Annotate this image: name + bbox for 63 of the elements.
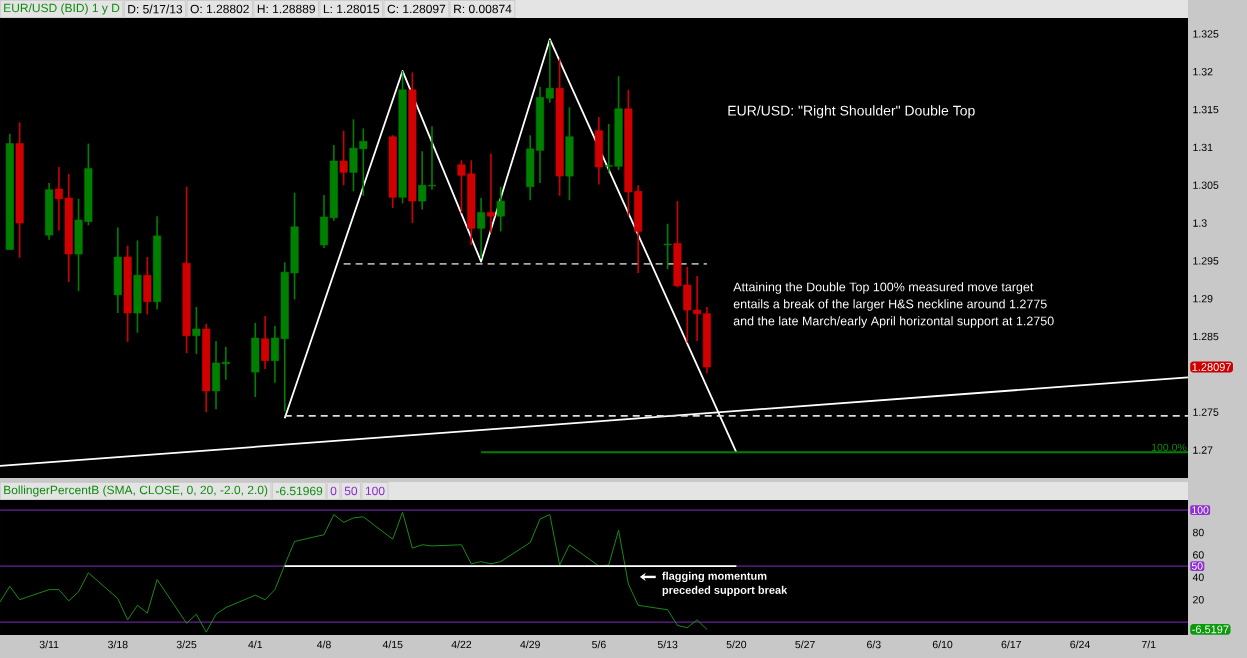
x-tick-label: 5/6 xyxy=(592,640,606,649)
x-tick-label: 4/15 xyxy=(382,640,403,649)
annotation: EUR/USD: "Right Shoulder" Double Top xyxy=(728,105,975,119)
candlestick xyxy=(261,315,270,370)
candlestick xyxy=(477,197,486,260)
y-tick-label: 1.29 xyxy=(1193,294,1213,303)
text: O: 1.28802 xyxy=(190,4,249,14)
x-tick-label: 3/18 xyxy=(108,640,128,649)
y-tick-label: 1.285 xyxy=(1193,332,1219,341)
x-tick-label: 4/29 xyxy=(520,640,540,649)
annotation: Attaining the Double Top 100% measured move target xyxy=(733,282,1034,294)
x-tick-label: 4/22 xyxy=(451,640,472,649)
y-tick-label: 1.27 xyxy=(1193,446,1213,454)
text: -6.51969 xyxy=(275,486,323,496)
annotation: 100.0% xyxy=(1151,443,1187,452)
text: 0 xyxy=(330,486,337,496)
x-tick-label: 5/13 xyxy=(657,640,678,649)
ref-line-label: 50 xyxy=(1191,562,1203,570)
text: 100 xyxy=(365,486,385,496)
x-tick-label: 6/10 xyxy=(932,640,953,649)
y-tick-label: 80 xyxy=(1192,528,1204,537)
y-tick-label: 60 xyxy=(1193,551,1204,559)
y-tick-label: 1.325 xyxy=(1193,30,1219,38)
text: -6.5197 xyxy=(1192,625,1229,634)
text: H: 1.28889 xyxy=(257,4,315,14)
candlestick xyxy=(663,222,672,270)
annotation: and the late March/early April horizontal support at 1.2750 xyxy=(733,316,1054,328)
annotation: flagging momentum xyxy=(662,571,767,583)
chart-title: EUR/USD (BID) 1 y D xyxy=(4,3,120,15)
candlestick xyxy=(192,306,201,355)
x-tick-label: 6/24 xyxy=(1070,640,1090,649)
y-tick-label: 1.32 xyxy=(1193,67,1213,76)
y-tick-label: 1.275 xyxy=(1193,408,1219,416)
candlestick xyxy=(486,152,495,234)
text: L: 1.28015 xyxy=(323,4,380,14)
text: D: 5/17/13 xyxy=(128,4,183,14)
y-tick-label: 40 xyxy=(1192,573,1204,582)
text: R: 0.00874 xyxy=(454,4,512,14)
x-tick-label: 6/3 xyxy=(867,640,881,649)
x-tick-label: 5/27 xyxy=(795,640,815,649)
y-tick-label: 1.31 xyxy=(1193,143,1213,152)
x-tick-label: 6/17 xyxy=(1001,640,1021,649)
y-tick-label: 20 xyxy=(1193,595,1204,604)
x-tick-label: 3/11 xyxy=(39,640,59,649)
candlestick xyxy=(496,185,505,233)
x-tick-label: 4/1 xyxy=(248,640,263,649)
x-tick-label: 3/25 xyxy=(176,640,197,649)
annotation: preceded support break xyxy=(662,585,788,597)
text: C: 1.28097 xyxy=(387,4,446,14)
candlestick xyxy=(339,129,348,186)
x-tick-label: 5/20 xyxy=(726,640,747,649)
chart-title: BollingerPercentB (SMA, CLOSE, 0, 20, -2.0, 2.0) xyxy=(4,485,268,497)
line-series xyxy=(0,511,708,633)
y-tick-label: 1.305 xyxy=(1193,181,1219,189)
text: 1.28097 xyxy=(1192,363,1231,371)
text: 50 xyxy=(344,486,358,496)
y-tick-label: 1.295 xyxy=(1193,257,1219,265)
ref-line-label: 100 xyxy=(1192,506,1209,514)
y-tick-label: 1.315 xyxy=(1193,105,1219,114)
x-tick-label: 7/1 xyxy=(1141,640,1156,649)
x-tick-label: 4/8 xyxy=(316,640,331,649)
y-tick-label: 1.3 xyxy=(1193,219,1207,227)
annotation: entails a break of the larger H&S neckline around 1.2775 xyxy=(733,299,1047,311)
